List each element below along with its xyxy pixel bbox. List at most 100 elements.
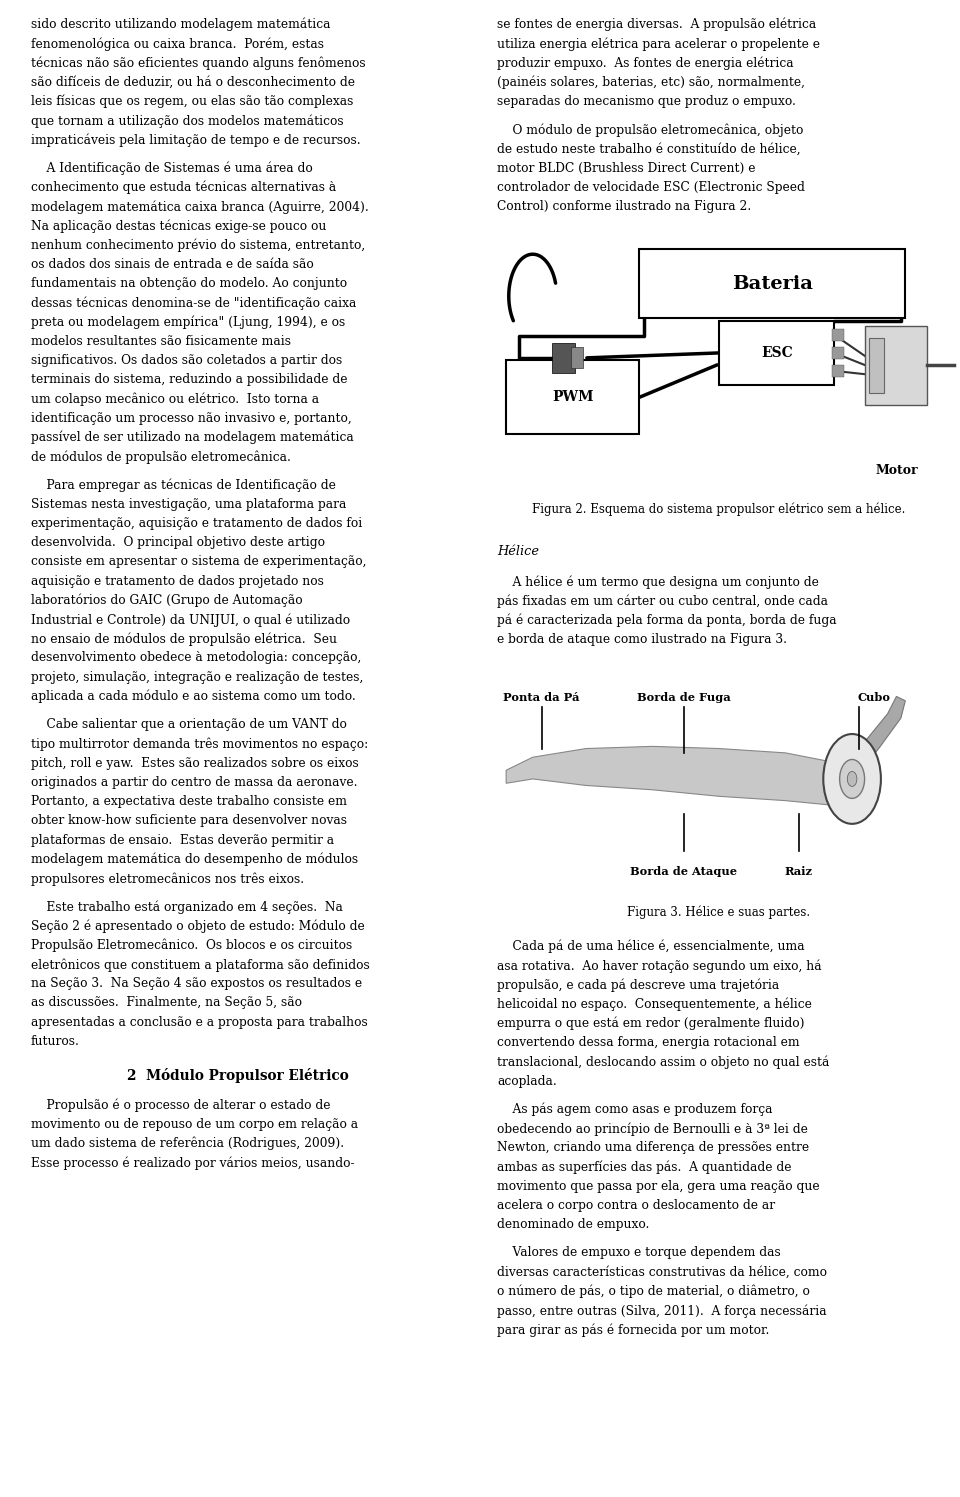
Text: diversas características construtivas da hélice, como: diversas características construtivas da… <box>497 1265 828 1278</box>
Bar <box>832 365 844 377</box>
Text: Para empregar as técnicas de Identificação de: Para empregar as técnicas de Identificaç… <box>31 479 336 493</box>
Text: pitch, roll e yaw.  Estes são realizados sobre os eixos: pitch, roll e yaw. Estes são realizados … <box>31 756 358 769</box>
Text: apresentadas a conclusão e a proposta para trabalhos: apresentadas a conclusão e a proposta pa… <box>31 1016 368 1028</box>
Text: identificação um processo não invasivo e, portanto,: identificação um processo não invasivo e… <box>31 412 351 425</box>
Polygon shape <box>843 696 905 771</box>
Text: consiste em apresentar o sistema de experimentação,: consiste em apresentar o sistema de expe… <box>31 555 366 569</box>
Text: plataformas de ensaio.  Estas deverão permitir a: plataformas de ensaio. Estas deverão per… <box>31 834 334 847</box>
Text: Seção 2 é apresentado o objeto de estudo: Módulo de: Seção 2 é apresentado o objeto de estudo… <box>31 919 365 933</box>
Text: (painéis solares, baterias, etc) são, normalmente,: (painéis solares, baterias, etc) são, no… <box>497 76 805 90</box>
Text: desenvolvimento obedece à metodologia: concepção,: desenvolvimento obedece à metodologia: c… <box>31 651 361 665</box>
Text: helicoidal no espaço.  Consequentemente, a hélice: helicoidal no espaço. Consequentemente, … <box>497 997 812 1010</box>
Text: significativos. Os dados são coletados a partir dos: significativos. Os dados são coletados a… <box>31 353 342 367</box>
Circle shape <box>848 771 857 786</box>
Bar <box>865 326 927 404</box>
Text: na Seção 3.  Na Seção 4 são expostos os resultados e: na Seção 3. Na Seção 4 são expostos os r… <box>31 978 362 990</box>
Bar <box>832 347 844 359</box>
Text: dessas técnicas denomina-se de "identificação caixa: dessas técnicas denomina-se de "identifi… <box>31 296 356 310</box>
Text: Control) conforme ilustrado na Figura 2.: Control) conforme ilustrado na Figura 2. <box>497 201 752 213</box>
Text: Portanto, a expectativa deste trabalho consiste em: Portanto, a expectativa deste trabalho c… <box>31 795 347 808</box>
Bar <box>571 347 583 368</box>
Text: obter know-how suficiente para desenvolver novas: obter know-how suficiente para desenvolv… <box>31 814 347 828</box>
Text: propulsores eletromecânicos nos três eixos.: propulsores eletromecânicos nos três eix… <box>31 873 304 886</box>
Text: um dado sistema de referência (Rodrigues, 2009).: um dado sistema de referência (Rodrigues… <box>31 1136 344 1150</box>
Text: As pás agem como asas e produzem força: As pás agem como asas e produzem força <box>497 1103 773 1117</box>
Bar <box>639 249 905 319</box>
Text: sido descrito utilizando modelagem matemática: sido descrito utilizando modelagem matem… <box>31 18 330 31</box>
Text: Hélice: Hélice <box>497 545 540 557</box>
Text: no ensaio de módulos de propulsão elétrica.  Seu: no ensaio de módulos de propulsão elétri… <box>31 632 337 645</box>
Text: passível de ser utilizado na modelagem matemática: passível de ser utilizado na modelagem m… <box>31 431 353 445</box>
Text: separadas do mecanismo que produz o empuxo.: separadas do mecanismo que produz o empu… <box>497 94 796 108</box>
Text: futuros.: futuros. <box>31 1034 80 1048</box>
Text: e borda de ataque como ilustrado na Figura 3.: e borda de ataque como ilustrado na Figu… <box>497 633 787 647</box>
Text: empurra o que está em redor (geralmente fluido): empurra o que está em redor (geralmente … <box>497 1016 804 1030</box>
Text: Este trabalho está organizado em 4 seções.  Na: Este trabalho está organizado em 4 seçõe… <box>31 900 343 913</box>
Text: modelagem matemática do desempenho de módulos: modelagem matemática do desempenho de mó… <box>31 853 358 867</box>
Circle shape <box>824 734 881 823</box>
Text: técnicas não são eficientes quando alguns fenômenos: técnicas não são eficientes quando algun… <box>31 57 366 70</box>
Text: acoplada.: acoplada. <box>497 1075 557 1087</box>
Text: preta ou modelagem empírica" (Ljung, 1994), e os: preta ou modelagem empírica" (Ljung, 199… <box>31 316 345 329</box>
Text: de estudo neste trabalho é constituído de hélice,: de estudo neste trabalho é constituído d… <box>497 142 801 156</box>
Text: laboratórios do GAIC (Grupo de Automação: laboratórios do GAIC (Grupo de Automação <box>31 594 302 608</box>
Text: projeto, simulação, integração e realização de testes,: projeto, simulação, integração e realiza… <box>31 671 363 684</box>
Text: nenhum conhecimento prévio do sistema, entretanto,: nenhum conhecimento prévio do sistema, e… <box>31 238 365 251</box>
Text: fenomenológica ou caixa branca.  Porém, estas: fenomenológica ou caixa branca. Porém, e… <box>31 37 324 51</box>
Text: de módulos de propulsão eletromecânica.: de módulos de propulsão eletromecânica. <box>31 451 291 464</box>
Text: originados a partir do centro de massa da aeronave.: originados a partir do centro de massa d… <box>31 775 357 789</box>
Text: conhecimento que estuda técnicas alternativas à: conhecimento que estuda técnicas alterna… <box>31 181 336 195</box>
Text: os dados dos sinais de entrada e de saída são: os dados dos sinais de entrada e de saíd… <box>31 257 314 271</box>
Text: Na aplicação destas técnicas exige-se pouco ou: Na aplicação destas técnicas exige-se po… <box>31 220 326 234</box>
Text: impraticáveis pela limitação de tempo e de recursos.: impraticáveis pela limitação de tempo e … <box>31 133 360 147</box>
Text: são difíceis de deduzir, ou há o desconhecimento de: são difíceis de deduzir, ou há o desconh… <box>31 76 355 88</box>
Text: fundamentais na obtenção do modelo. Ao conjunto: fundamentais na obtenção do modelo. Ao c… <box>31 277 347 290</box>
Text: Cabe salientar que a orientação de um VANT do: Cabe salientar que a orientação de um VA… <box>31 719 347 731</box>
Text: obedecendo ao princípio de Bernoulli e à 3ª lei de: obedecendo ao princípio de Bernoulli e à… <box>497 1123 808 1136</box>
Text: Newton, criando uma diferença de pressões entre: Newton, criando uma diferença de pressõe… <box>497 1141 809 1154</box>
Text: se fontes de energia diversas.  A propulsão elétrica: se fontes de energia diversas. A propuls… <box>497 18 817 31</box>
Text: motor BLDC (Brushless Direct Current) e: motor BLDC (Brushless Direct Current) e <box>497 162 756 175</box>
Text: Cubo: Cubo <box>858 692 891 704</box>
Text: Valores de empuxo e torque dependem das: Valores de empuxo e torque dependem das <box>497 1247 781 1259</box>
Bar <box>719 320 834 385</box>
Text: translacional, deslocando assim o objeto no qual está: translacional, deslocando assim o objeto… <box>497 1055 829 1069</box>
Text: ambas as superfícies das pás.  A quantidade de: ambas as superfícies das pás. A quantida… <box>497 1160 792 1174</box>
Text: produzir empuxo.  As fontes de energia elétrica: produzir empuxo. As fontes de energia el… <box>497 57 794 70</box>
Circle shape <box>840 759 865 798</box>
Text: Esse processo é realizado por vários meios, usando-: Esse processo é realizado por vários mei… <box>31 1156 354 1169</box>
Text: acelera o corpo contra o deslocamento de ar: acelera o corpo contra o deslocamento de… <box>497 1199 776 1213</box>
Text: O módulo de propulsão eletromecânica, objeto: O módulo de propulsão eletromecânica, ob… <box>497 123 804 136</box>
Text: A Identificação de Sistemas é uma área do: A Identificação de Sistemas é uma área d… <box>31 162 312 175</box>
Text: desenvolvida.  O principal objetivo deste artigo: desenvolvida. O principal objetivo deste… <box>31 536 324 549</box>
Text: Raiz: Raiz <box>785 865 813 877</box>
Bar <box>832 329 844 341</box>
Text: utiliza energia elétrica para acelerar o propelente e: utiliza energia elétrica para acelerar o… <box>497 37 820 51</box>
Bar <box>552 343 575 373</box>
Text: tipo multirrotor demanda três movimentos no espaço:: tipo multirrotor demanda três movimentos… <box>31 738 368 751</box>
Text: um colapso mecânico ou elétrico.  Isto torna a: um colapso mecânico ou elétrico. Isto to… <box>31 392 319 406</box>
Text: PWM: PWM <box>552 391 593 404</box>
Text: pá é caracterizada pela forma da ponta, borda de fuga: pá é caracterizada pela forma da ponta, … <box>497 614 837 627</box>
Text: ESC: ESC <box>761 346 793 359</box>
Text: modelagem matemática caixa branca (Aguirre, 2004).: modelagem matemática caixa branca (Aguir… <box>31 201 369 214</box>
Text: asa rotativa.  Ao haver rotação segundo um eixo, há: asa rotativa. Ao haver rotação segundo u… <box>497 960 822 973</box>
Text: movimento ou de repouso de um corpo em relação a: movimento ou de repouso de um corpo em r… <box>31 1118 358 1130</box>
Text: controlador de velocidade ESC (Electronic Speed: controlador de velocidade ESC (Electroni… <box>497 181 805 193</box>
Text: terminais do sistema, reduzindo a possibilidade de: terminais do sistema, reduzindo a possib… <box>31 373 348 386</box>
Text: Motor: Motor <box>876 464 918 478</box>
Text: Borda de Fuga: Borda de Fuga <box>636 692 731 704</box>
Text: 2  Módulo Propulsor Elétrico: 2 Módulo Propulsor Elétrico <box>128 1067 348 1082</box>
Text: Figura 3. Hélice e suas partes.: Figura 3. Hélice e suas partes. <box>628 906 810 919</box>
Text: Figura 2. Esquema do sistema propulsor elétrico sem a hélice.: Figura 2. Esquema do sistema propulsor e… <box>533 503 905 516</box>
Bar <box>869 338 884 392</box>
Text: denominado de empuxo.: denominado de empuxo. <box>497 1219 650 1231</box>
Text: leis físicas que os regem, ou elas são tão complexas: leis físicas que os regem, ou elas são t… <box>31 94 353 108</box>
Text: Propulsão Eletromecânico.  Os blocos e os circuitos: Propulsão Eletromecânico. Os blocos e os… <box>31 939 352 952</box>
Text: pás fixadas em um cárter ou cubo central, onde cada: pás fixadas em um cárter ou cubo central… <box>497 594 828 608</box>
Text: Industrial e Controle) da UNIJUI, o qual é utilizado: Industrial e Controle) da UNIJUI, o qual… <box>31 614 349 627</box>
Text: Bateria: Bateria <box>732 275 813 293</box>
Text: experimentação, aquisição e tratamento de dados foi: experimentação, aquisição e tratamento d… <box>31 516 362 530</box>
Text: Ponta da Pá: Ponta da Pá <box>503 692 580 704</box>
Bar <box>506 361 639 434</box>
